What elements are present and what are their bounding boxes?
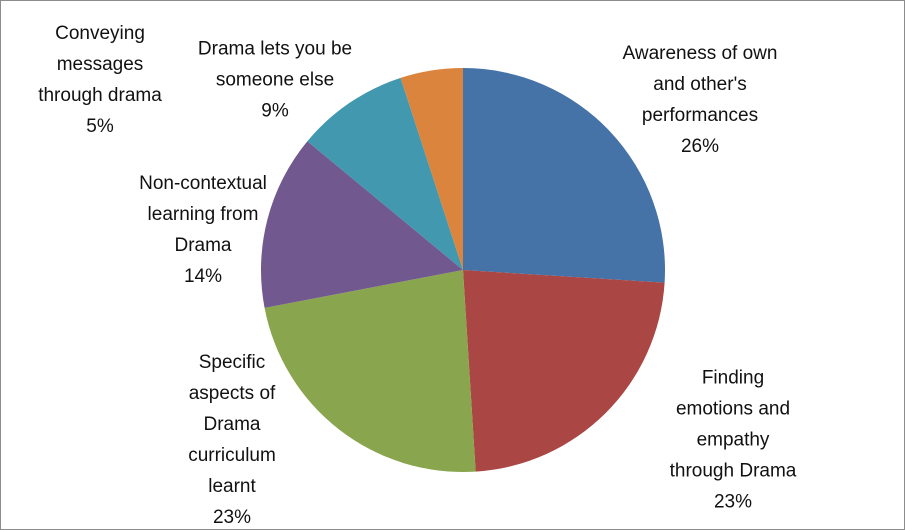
value-label: 9% [261, 100, 289, 122]
slice-label: Awareness of own and other's performance… [615, 38, 785, 162]
pie-slice [307, 77, 463, 270]
value-label: 14% [183, 266, 223, 287]
pie-slice [463, 68, 665, 283]
value-label: 5% [86, 116, 114, 137]
pie-slice [463, 270, 665, 472]
category-label: Specific aspects of Drama curriculum lea… [188, 352, 276, 497]
slice-label: Drama lets you be someone else 9% [185, 34, 365, 127]
slice-label: Specific aspects of Drama curriculum lea… [167, 347, 297, 530]
pie-slice [261, 141, 463, 308]
category-label: Conveying messages through drama [38, 23, 162, 106]
value-label: 23% [212, 507, 252, 528]
slice-label: Conveying messages through drama 5% [25, 18, 175, 142]
pie-slice [400, 68, 463, 270]
slice-label: Finding emotions and empathy through Dra… [668, 363, 798, 518]
value-label: 26% [680, 136, 720, 157]
category-label: Finding emotions and empathy through Dra… [669, 367, 797, 482]
category-label: Non-contextual learning from Drama [139, 173, 267, 256]
category-label: Drama lets you be someone else [197, 38, 353, 91]
value-label: 23% [713, 491, 753, 513]
category-label: Awareness of own and other's performance… [622, 43, 778, 126]
pie-slice [264, 270, 476, 472]
slice-label: Non-contextual learning from Drama 14% [138, 168, 268, 292]
